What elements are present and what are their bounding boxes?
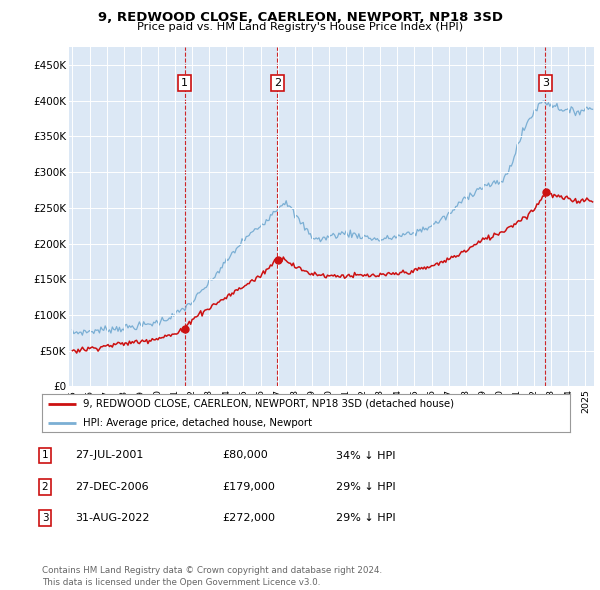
Text: 1: 1 (41, 451, 49, 460)
Text: £80,000: £80,000 (222, 451, 268, 460)
Text: 2: 2 (274, 78, 281, 88)
Text: 27-DEC-2006: 27-DEC-2006 (75, 482, 149, 491)
Text: Contains HM Land Registry data © Crown copyright and database right 2024.
This d: Contains HM Land Registry data © Crown c… (42, 566, 382, 587)
Text: 9, REDWOOD CLOSE, CAERLEON, NEWPORT, NP18 3SD (detached house): 9, REDWOOD CLOSE, CAERLEON, NEWPORT, NP1… (83, 399, 454, 409)
Text: 2: 2 (41, 482, 49, 491)
Text: HPI: Average price, detached house, Newport: HPI: Average price, detached house, Newp… (83, 418, 313, 428)
Text: 29% ↓ HPI: 29% ↓ HPI (336, 482, 395, 491)
Text: 9, REDWOOD CLOSE, CAERLEON, NEWPORT, NP18 3SD: 9, REDWOOD CLOSE, CAERLEON, NEWPORT, NP1… (97, 11, 503, 24)
Text: £272,000: £272,000 (222, 513, 275, 523)
Text: 27-JUL-2001: 27-JUL-2001 (75, 451, 143, 460)
Text: 3: 3 (41, 513, 49, 523)
Text: 31-AUG-2022: 31-AUG-2022 (75, 513, 149, 523)
Text: Price paid vs. HM Land Registry's House Price Index (HPI): Price paid vs. HM Land Registry's House … (137, 22, 463, 32)
Text: 34% ↓ HPI: 34% ↓ HPI (336, 451, 395, 460)
Text: £179,000: £179,000 (222, 482, 275, 491)
Text: 3: 3 (542, 78, 549, 88)
Text: 1: 1 (181, 78, 188, 88)
Text: 29% ↓ HPI: 29% ↓ HPI (336, 513, 395, 523)
